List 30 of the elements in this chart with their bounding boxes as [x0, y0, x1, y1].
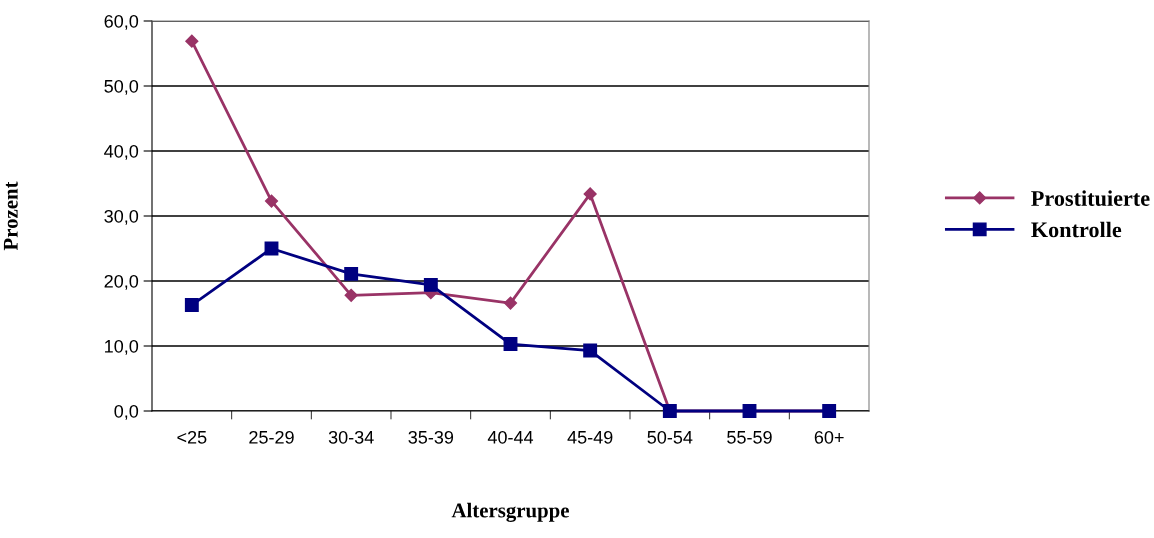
legend-label: Prostituierte: [1031, 190, 1150, 206]
point: [503, 337, 518, 351]
point: [503, 296, 518, 310]
x-tick-label: 45-49: [567, 430, 613, 444]
y-axis-title: Prozent: [3, 181, 18, 251]
x-tick-label: 25-29: [249, 430, 294, 444]
point: [264, 194, 279, 208]
y-tick-label: 30,0: [104, 209, 139, 225]
point: [344, 288, 358, 302]
point: [583, 187, 597, 201]
point: [583, 343, 598, 358]
x-tick-label: 40-44: [487, 430, 534, 444]
x-tick-label: 35-39: [408, 430, 454, 444]
point: [185, 34, 199, 48]
legend-label: Kontrolle: [1031, 221, 1122, 238]
point: [344, 266, 359, 281]
point: [423, 277, 438, 292]
y-tick-label: 0,0: [114, 404, 139, 420]
x-tick-label: 50-54: [647, 430, 693, 444]
x-tick-label: 55-59: [727, 430, 772, 444]
x-axis-title: Altersgruppe: [451, 502, 569, 522]
point: [184, 298, 199, 312]
y-tick-label: 60,0: [104, 14, 139, 30]
y-tick-label: 50,0: [104, 79, 139, 95]
y-tick-label: 20,0: [104, 274, 139, 290]
x-tick-label: 60+: [814, 430, 844, 444]
y-tick-label: 40,0: [104, 144, 139, 160]
x-tick-label: <25: [177, 430, 207, 444]
y-tick-label: 10,0: [105, 339, 139, 355]
x-tick-label: 30-34: [328, 430, 374, 444]
